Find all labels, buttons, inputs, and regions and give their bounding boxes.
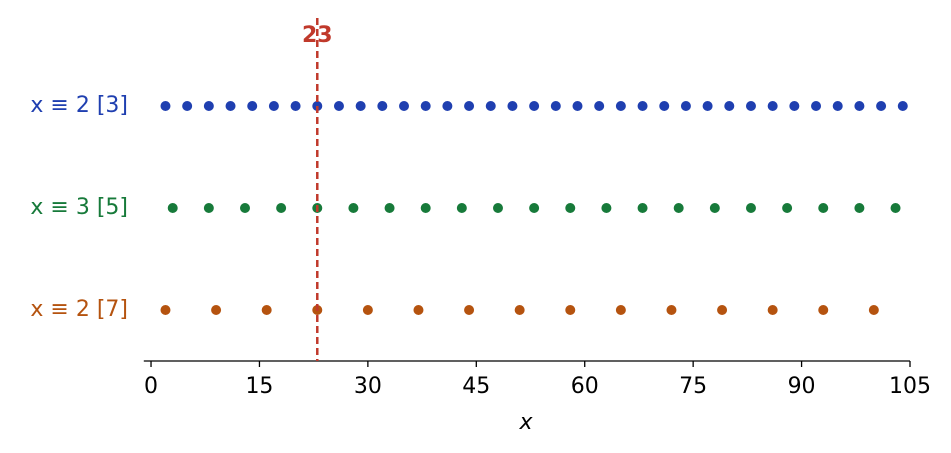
- x-tick-label: 45: [462, 374, 490, 399]
- x-tick-label: 15: [245, 374, 273, 399]
- dot: [442, 101, 453, 111]
- dot: [717, 305, 728, 315]
- series-label: x ≡ 2 [7]: [30, 297, 128, 322]
- dot: [615, 305, 626, 315]
- series-label: x ≡ 2 [3]: [30, 93, 128, 118]
- dot: [529, 203, 540, 213]
- dot: [767, 101, 778, 111]
- dot: [811, 101, 822, 111]
- dot: [572, 101, 583, 111]
- dot: [659, 101, 670, 111]
- dot: [203, 101, 214, 111]
- dot: [818, 305, 829, 315]
- dot: [702, 101, 713, 111]
- x-tick-label: 105: [889, 374, 931, 399]
- dot: [333, 101, 344, 111]
- dot: [789, 101, 800, 111]
- dot: [160, 101, 171, 111]
- dot: [890, 203, 901, 213]
- x-tick-label: 30: [354, 374, 382, 399]
- dot: [637, 203, 648, 213]
- x-tick-label: 0: [144, 374, 158, 399]
- dot: [211, 305, 222, 315]
- dot: [709, 203, 720, 213]
- series-label: x ≡ 3 [5]: [30, 195, 128, 220]
- dot: [767, 305, 778, 315]
- dot: [464, 305, 475, 315]
- dot: [362, 305, 373, 315]
- dot: [680, 101, 691, 111]
- dot: [485, 101, 496, 111]
- dot: [456, 203, 467, 213]
- dot: [615, 101, 626, 111]
- dot: [239, 203, 250, 213]
- dot: [261, 305, 272, 315]
- dot: [745, 203, 756, 213]
- dot: [565, 203, 576, 213]
- dot: [384, 203, 395, 213]
- dot: [673, 203, 684, 213]
- dot: [529, 101, 540, 111]
- dot: [832, 101, 843, 111]
- dot: [355, 101, 366, 111]
- dot: [637, 101, 648, 111]
- dot: [782, 203, 793, 213]
- dot: [203, 203, 214, 213]
- dot: [818, 203, 829, 213]
- dot: [420, 203, 431, 213]
- marker-label: 23: [302, 23, 333, 48]
- dot: [182, 101, 193, 111]
- x-tick-label: 90: [788, 374, 816, 399]
- dot: [897, 101, 908, 111]
- x-axis-label: x: [518, 410, 533, 435]
- dot: [594, 101, 605, 111]
- dot: [247, 101, 258, 111]
- dot: [507, 101, 518, 111]
- dot: [514, 305, 525, 315]
- dot: [666, 305, 677, 315]
- dot: [420, 101, 431, 111]
- dot: [565, 305, 576, 315]
- dot: [160, 305, 171, 315]
- dot: [868, 305, 879, 315]
- dot: [290, 101, 301, 111]
- x-tick-label: 60: [571, 374, 599, 399]
- dot: [745, 101, 756, 111]
- dot: [550, 101, 561, 111]
- dot: [276, 203, 287, 213]
- dot: [601, 203, 612, 213]
- dot: [413, 305, 424, 315]
- dot: [464, 101, 475, 111]
- x-tick-label: 75: [679, 374, 707, 399]
- dot: [225, 101, 236, 111]
- dot: [167, 203, 178, 213]
- dot: [492, 203, 503, 213]
- dot: [377, 101, 388, 111]
- dot: [854, 203, 865, 213]
- dot: [724, 101, 735, 111]
- dot: [876, 101, 887, 111]
- dot: [854, 101, 865, 111]
- dot: [399, 101, 410, 111]
- dot: [348, 203, 359, 213]
- dot: [268, 101, 279, 111]
